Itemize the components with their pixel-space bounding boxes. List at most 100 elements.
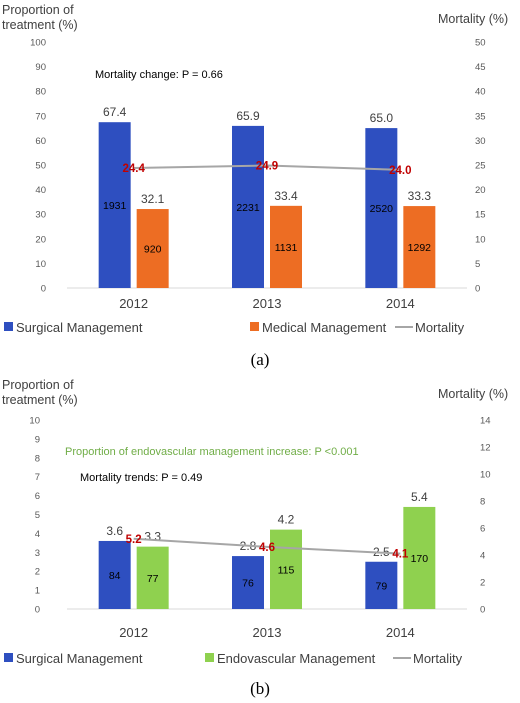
bar-count-label: 1131 bbox=[275, 242, 298, 254]
bar-value-label: 65.9 bbox=[236, 109, 260, 123]
mortality-value-label: 4.1 bbox=[392, 549, 409, 561]
y-tick-left: 5 bbox=[35, 510, 40, 521]
y-tick-left: 70 bbox=[35, 111, 46, 122]
y-tick-right: 45 bbox=[475, 62, 486, 73]
bar-count-label: 1931 bbox=[103, 200, 127, 212]
y-tick-left: 50 bbox=[35, 161, 46, 172]
bar-count-label: 2520 bbox=[370, 203, 394, 215]
legend-swatch bbox=[205, 653, 214, 662]
bar-value-label: 32.1 bbox=[141, 192, 165, 206]
y-tick-right: 0 bbox=[480, 605, 485, 616]
y-tick-right: 12 bbox=[480, 443, 491, 454]
mortality-value-label: 24.9 bbox=[256, 160, 278, 172]
y-tick-right: 20 bbox=[475, 185, 486, 196]
legend-label: Surgical Management bbox=[16, 320, 143, 335]
y-tick-left: 60 bbox=[35, 136, 46, 147]
y-tick-left: 3 bbox=[35, 548, 40, 559]
y-tick-left: 30 bbox=[35, 210, 46, 221]
bar-count-label: 76 bbox=[242, 578, 254, 590]
bar-endovascular-management bbox=[403, 506, 436, 609]
panel-label: (b) bbox=[250, 679, 270, 698]
y-tick-right: 25 bbox=[475, 161, 486, 172]
x-tick-label: 2014 bbox=[386, 625, 415, 640]
bar-value-label: 3.6 bbox=[106, 524, 123, 538]
annotation: Proportion of endovascular management in… bbox=[65, 446, 359, 458]
y-axis-title-right: Mortality (%) bbox=[438, 387, 508, 401]
bar-count-label: 1292 bbox=[408, 242, 432, 254]
legend-label: Surgical Management bbox=[16, 651, 143, 666]
y-axis-title-right: Mortality (%) bbox=[438, 12, 508, 26]
y-tick-right: 2 bbox=[480, 578, 485, 589]
mortality-value-label: 4.6 bbox=[259, 542, 275, 554]
mortality-value-label: 24.4 bbox=[122, 163, 145, 175]
y-axis-title-left-line-0: Proportion of bbox=[2, 3, 74, 17]
y-tick-left: 0 bbox=[41, 284, 46, 295]
x-tick-label: 2012 bbox=[119, 625, 148, 640]
legend-label: Mortality bbox=[413, 651, 463, 666]
bar-medical-management bbox=[136, 209, 169, 288]
bar-value-label: 4.2 bbox=[278, 513, 295, 527]
bar-count-label: 79 bbox=[375, 580, 387, 592]
y-tick-right: 8 bbox=[480, 497, 485, 508]
y-tick-left: 1 bbox=[35, 586, 40, 597]
bar-value-label: 65.0 bbox=[370, 111, 394, 125]
bar-endovascular-management bbox=[136, 546, 169, 609]
bar-value-label: 3.3 bbox=[144, 530, 161, 544]
mortality-value-label: 24.0 bbox=[389, 165, 411, 177]
bar-value-label: 33.4 bbox=[274, 189, 298, 203]
bar-endovascular-management bbox=[270, 529, 302, 609]
y-tick-right: 14 bbox=[480, 416, 491, 427]
bar-value-label: 5.4 bbox=[411, 490, 428, 504]
y-tick-left: 4 bbox=[35, 529, 40, 540]
x-tick-label: 2013 bbox=[253, 296, 282, 311]
y-tick-left: 9 bbox=[35, 434, 40, 445]
bar-surgical-management bbox=[365, 128, 398, 288]
bar-count-label: 115 bbox=[278, 564, 295, 576]
y-tick-left: 20 bbox=[35, 234, 46, 245]
bar-value-label: 67.4 bbox=[103, 105, 127, 119]
bar-surgical-management bbox=[98, 540, 131, 609]
bar-value-label: 33.3 bbox=[408, 189, 432, 203]
legend-swatch bbox=[250, 322, 259, 331]
y-axis-title-left-line-1: treatment (%) bbox=[2, 18, 78, 32]
y-axis-title-left-line-0: Proportion of bbox=[2, 378, 74, 392]
bar-medical-management bbox=[270, 205, 302, 288]
y-tick-left: 10 bbox=[35, 259, 46, 270]
mortality-line bbox=[133, 537, 401, 555]
y-tick-left: 2 bbox=[35, 567, 40, 578]
bar-medical-management bbox=[403, 206, 436, 288]
bar-surgical-management bbox=[98, 122, 131, 288]
bar-count-label: 920 bbox=[144, 244, 162, 256]
y-tick-right: 0 bbox=[475, 284, 480, 295]
y-tick-left: 100 bbox=[30, 38, 46, 49]
mortality-line bbox=[133, 164, 401, 171]
y-tick-right: 35 bbox=[475, 111, 486, 122]
x-tick-label: 2012 bbox=[119, 296, 148, 311]
bar-count-label: 77 bbox=[147, 573, 159, 585]
bar-surgical-management bbox=[365, 561, 398, 609]
y-tick-left: 80 bbox=[35, 87, 46, 98]
y-tick-left: 90 bbox=[35, 62, 46, 73]
legend-label: Endovascular Management bbox=[217, 651, 376, 666]
y-tick-left: 6 bbox=[35, 491, 40, 502]
y-tick-left: 0 bbox=[35, 605, 40, 616]
annotation: Mortality trends: P = 0.49 bbox=[80, 472, 202, 484]
y-tick-right: 4 bbox=[480, 551, 485, 562]
mortality-value-label: 5.2 bbox=[126, 534, 142, 546]
bar-count-label: 84 bbox=[109, 570, 121, 582]
y-tick-right: 30 bbox=[475, 136, 486, 147]
y-tick-left: 10 bbox=[29, 416, 40, 427]
x-tick-label: 2013 bbox=[253, 625, 282, 640]
bar-surgical-management bbox=[232, 556, 264, 609]
legend-swatch bbox=[4, 653, 13, 662]
panel-label: (a) bbox=[251, 350, 270, 369]
bar-surgical-management bbox=[232, 125, 264, 288]
y-tick-right: 15 bbox=[475, 210, 486, 221]
x-tick-label: 2014 bbox=[386, 296, 415, 311]
legend-swatch bbox=[4, 322, 13, 331]
bar-count-label: 170 bbox=[411, 553, 429, 565]
legend-label: Medical Management bbox=[262, 320, 387, 335]
